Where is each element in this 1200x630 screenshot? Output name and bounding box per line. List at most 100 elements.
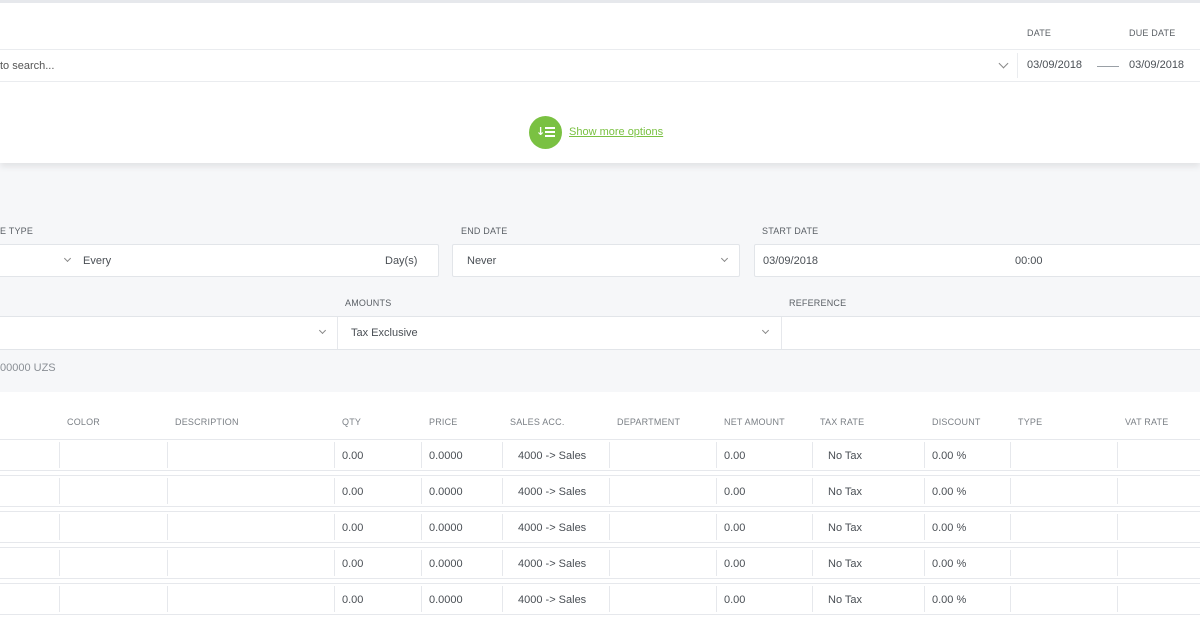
details-row: Tax Exclusive (0, 316, 1200, 350)
cell-divider (421, 514, 422, 540)
cell-divider (716, 478, 717, 504)
sales-acc-cell[interactable]: 4000 -> Sales (518, 594, 587, 606)
sales-acc-cell[interactable]: 4000 -> Sales (518, 522, 587, 534)
price-cell[interactable]: 0.0000 (429, 558, 463, 570)
col-header-color: COLOR (67, 417, 101, 427)
tax-rate-cell[interactable]: No Tax (828, 450, 863, 462)
col-header-department: DEPARTMENT (617, 417, 681, 427)
cell-divider (502, 514, 503, 540)
cell-divider (1010, 550, 1011, 576)
col-header-price: PRICE (429, 417, 458, 427)
sales-acc-cell[interactable]: 4000 -> Sales (518, 450, 587, 462)
price-cell[interactable]: 0.0000 (429, 522, 463, 534)
col-header-discount: DISCOUNT (932, 417, 981, 427)
date-field[interactable]: 03/09/2018 (1027, 59, 1083, 71)
search-input[interactable] (0, 50, 1017, 81)
tax-rate-cell[interactable]: No Tax (828, 486, 863, 498)
cell-divider (1010, 478, 1011, 504)
cell-divider (167, 478, 168, 504)
cell-divider (1117, 586, 1118, 612)
end-date-label: END DATE (461, 226, 508, 236)
cell-divider (334, 550, 335, 576)
reference-input[interactable] (781, 317, 1200, 349)
sales-acc-cell[interactable]: 4000 -> Sales (518, 558, 587, 570)
tax-rate-cell[interactable]: No Tax (828, 558, 863, 570)
first-select[interactable] (0, 317, 335, 349)
price-cell[interactable]: 0.0000 (429, 594, 463, 606)
net-amount-cell[interactable]: 0.00 (724, 522, 746, 534)
discount-cell[interactable]: 0.00 % (932, 594, 967, 606)
due-date-field[interactable]: 03/09/2018 (1129, 59, 1185, 71)
cell-divider (421, 550, 422, 576)
chevron-down-icon[interactable] (720, 254, 729, 263)
price-cell[interactable]: 0.0000 (429, 486, 463, 498)
qty-cell[interactable]: 0.00 (342, 594, 364, 606)
chevron-down-icon[interactable] (761, 326, 770, 335)
cell-divider (334, 478, 335, 504)
cell-divider (421, 586, 422, 612)
document-header-card: DATE DUE DATE 03/09/2018 03/09/2018 ↓ Sh… (0, 0, 1200, 163)
cell-divider (1010, 442, 1011, 468)
cell-divider (167, 550, 168, 576)
col-header-description: DESCRIPTION (175, 417, 239, 427)
cell-divider (421, 442, 422, 468)
start-date-value: 03/09/2018 (763, 255, 819, 267)
cell-divider (812, 442, 813, 468)
start-date-field[interactable]: 03/09/2018 00:00 (754, 244, 1200, 277)
discount-cell[interactable]: 0.00 % (932, 450, 967, 462)
chevron-down-icon[interactable] (63, 254, 72, 263)
start-time-value[interactable]: 00:00 (1015, 255, 1043, 267)
cell-divider (812, 586, 813, 612)
cell-divider (502, 478, 503, 504)
discount-cell[interactable]: 0.00 % (932, 522, 967, 534)
table-row[interactable]: 0.00 0.0000 4000 -> Sales 0.00 No Tax 0.00 % (0, 439, 1200, 471)
net-amount-cell[interactable]: 0.00 (724, 594, 746, 606)
recurring-type-label: E TYPE (0, 226, 34, 236)
qty-cell[interactable]: 0.00 (342, 558, 364, 570)
show-more-options-link[interactable]: Show more options (569, 126, 664, 138)
cell-divider (1117, 550, 1118, 576)
cell-divider (167, 586, 168, 612)
discount-cell[interactable]: 0.00 % (932, 486, 967, 498)
chevron-down-icon[interactable] (318, 326, 327, 335)
table-row[interactable]: 0.00 0.0000 4000 -> Sales 0.00 No Tax 0.00 % (0, 511, 1200, 543)
qty-cell[interactable]: 0.00 (342, 522, 364, 534)
every-text: Every (83, 255, 112, 267)
recurring-type-field[interactable]: Every Day(s) (0, 244, 439, 277)
cell-divider (1010, 514, 1011, 540)
cell-divider (59, 442, 60, 468)
date-label: DATE (1027, 28, 1052, 38)
amounts-select[interactable]: Tax Exclusive (337, 317, 779, 349)
days-unit: Day(s) (385, 255, 418, 267)
cell-divider (59, 514, 60, 540)
net-amount-cell[interactable]: 0.00 (724, 486, 746, 498)
end-date-value: Never (467, 255, 497, 267)
sales-acc-cell[interactable]: 4000 -> Sales (518, 486, 587, 498)
table-row[interactable]: 0.00 0.0000 4000 -> Sales 0.00 No Tax 0.00 % (0, 547, 1200, 579)
net-amount-cell[interactable]: 0.00 (724, 558, 746, 570)
cell-divider (1117, 442, 1118, 468)
reference-label: REFERENCE (789, 298, 847, 308)
cell-divider (1010, 586, 1011, 612)
col-header-type: TYPE (1018, 417, 1043, 427)
cell-divider (334, 514, 335, 540)
date-range-dash (1097, 66, 1119, 67)
discount-cell[interactable]: 0.00 % (932, 558, 967, 570)
price-cell[interactable]: 0.0000 (429, 450, 463, 462)
qty-cell[interactable]: 0.00 (342, 486, 364, 498)
qty-cell[interactable]: 0.00 (342, 450, 364, 462)
cell-divider (421, 478, 422, 504)
cell-divider (167, 442, 168, 468)
tax-rate-cell[interactable]: No Tax (828, 594, 863, 606)
net-amount-cell[interactable]: 0.00 (724, 450, 746, 462)
table-row[interactable]: 0.00 0.0000 4000 -> Sales 0.00 No Tax 0.00 % (0, 475, 1200, 507)
cell-divider (924, 478, 925, 504)
end-date-select[interactable]: Never (452, 244, 740, 277)
table-row[interactable]: 0.00 0.0000 4000 -> Sales 0.00 No Tax 0.00 % (0, 583, 1200, 615)
col-header-qty: QTY (342, 417, 362, 427)
cell-divider (502, 586, 503, 612)
show-more-options-button[interactable]: ↓ (529, 116, 562, 149)
amounts-label: AMOUNTS (345, 298, 392, 308)
tax-rate-cell[interactable]: No Tax (828, 522, 863, 534)
due-date-label: DUE DATE (1129, 28, 1176, 38)
